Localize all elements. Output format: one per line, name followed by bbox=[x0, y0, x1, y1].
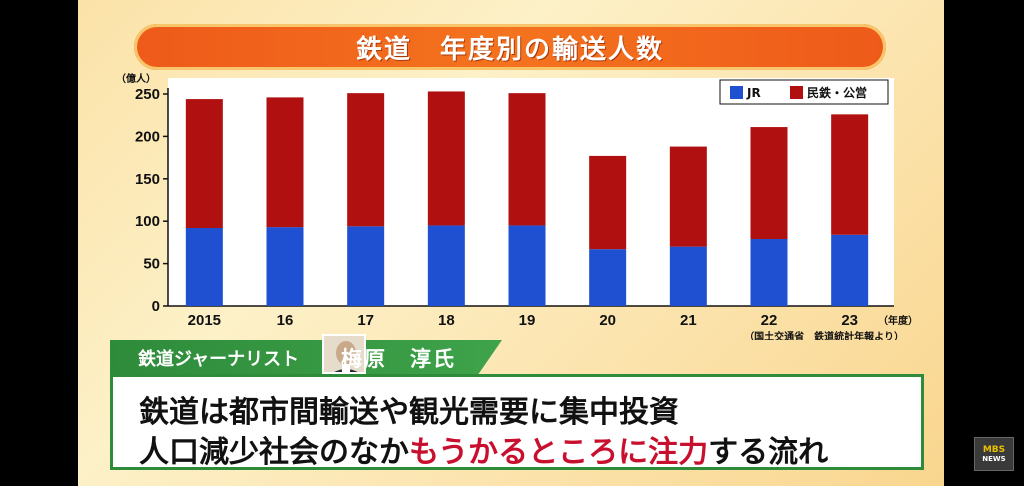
x-tick-label: 19 bbox=[519, 312, 536, 329]
chart-title: 鉄道 年度別の輸送人数 bbox=[355, 34, 664, 65]
subtitle-line-2: 人口減少社会のなかもうかるところに注力する流れ bbox=[139, 427, 828, 471]
y-tick-label: 0 bbox=[152, 298, 160, 315]
mbs-news-logo: MBS NEWS bbox=[974, 437, 1014, 471]
bar-private-19 bbox=[508, 93, 546, 226]
bar-private-18 bbox=[427, 91, 465, 226]
bar-private-23 bbox=[831, 114, 869, 235]
bar-private-21 bbox=[669, 146, 707, 247]
x-tick-label: 22 bbox=[761, 312, 778, 329]
subtitle-line-2-emphasis: もうかるところに注力 bbox=[409, 435, 709, 470]
bar-jr-2015 bbox=[185, 227, 223, 306]
bar-jr-17 bbox=[347, 226, 385, 306]
bar-private-17 bbox=[347, 93, 385, 227]
bar-jr-22 bbox=[750, 239, 788, 306]
bar-jr-19 bbox=[508, 225, 546, 306]
source-note: （国土交通省 鉄道統計年報より） bbox=[744, 330, 904, 340]
legend-swatch-jr bbox=[730, 86, 743, 99]
y-tick-label: 200 bbox=[135, 128, 160, 145]
y-axis-unit-label: （億人） bbox=[116, 72, 156, 85]
caption-name: 梅原 淳氏 bbox=[341, 347, 456, 371]
x-tick-label: 20 bbox=[599, 312, 616, 329]
subtitle-box: 鉄道は都市間輸送や観光需要に集中投資 人口減少社会のなかもうかるところに注力する… bbox=[110, 374, 924, 470]
x-tick-label: 17 bbox=[357, 312, 374, 329]
legend-swatch-private bbox=[790, 86, 803, 99]
bar-jr-21 bbox=[669, 246, 707, 306]
y-tick-label: 250 bbox=[135, 86, 160, 103]
y-tick-label: 100 bbox=[135, 213, 160, 230]
caption-bar bbox=[110, 340, 502, 374]
subtitle-line-2-start: 人口減少社会のなか bbox=[139, 435, 409, 470]
y-tick-label: 150 bbox=[135, 171, 160, 188]
broadcast-frame: 鉄道 年度別の輸送人数 0 50 100 150 200 250 （億人） 2015 16 17 1… bbox=[78, 0, 944, 486]
x-tick-label: 21 bbox=[680, 312, 697, 329]
x-tick-label: 18 bbox=[438, 312, 455, 329]
legend-box bbox=[719, 79, 889, 105]
bar-jr-18 bbox=[427, 225, 465, 306]
bar-private-20 bbox=[589, 155, 627, 250]
bar-private-16 bbox=[266, 97, 304, 228]
title-banner: 鉄道 年度別の輸送人数 bbox=[134, 24, 886, 70]
legend-label-private: 民鉄・公営 bbox=[807, 85, 867, 100]
bar-private-22 bbox=[750, 127, 788, 240]
caption-role: 鉄道ジャーナリスト bbox=[138, 349, 300, 370]
x-axis-unit-label: （年度） bbox=[878, 314, 918, 327]
legend-label-jr: JR bbox=[746, 86, 761, 100]
bar-jr-23 bbox=[831, 234, 869, 306]
x-tick-label: 23 bbox=[841, 312, 858, 329]
subtitle-line-1: 鉄道は都市間輸送や観光需要に集中投資 bbox=[139, 395, 679, 430]
bar-private-2015 bbox=[185, 99, 223, 228]
bar-jr-16 bbox=[266, 227, 304, 306]
speaker-avatar bbox=[322, 334, 366, 374]
x-tick-label: 2015 bbox=[188, 312, 221, 329]
bar-jr-20 bbox=[589, 249, 627, 306]
subtitle-line-2-end: する流れ bbox=[708, 435, 829, 470]
y-tick-label: 50 bbox=[143, 256, 160, 273]
logo-bottom-text: NEWS bbox=[982, 455, 1006, 463]
logo-top-text: MBS bbox=[982, 445, 1006, 455]
x-tick-label: 16 bbox=[277, 312, 294, 329]
